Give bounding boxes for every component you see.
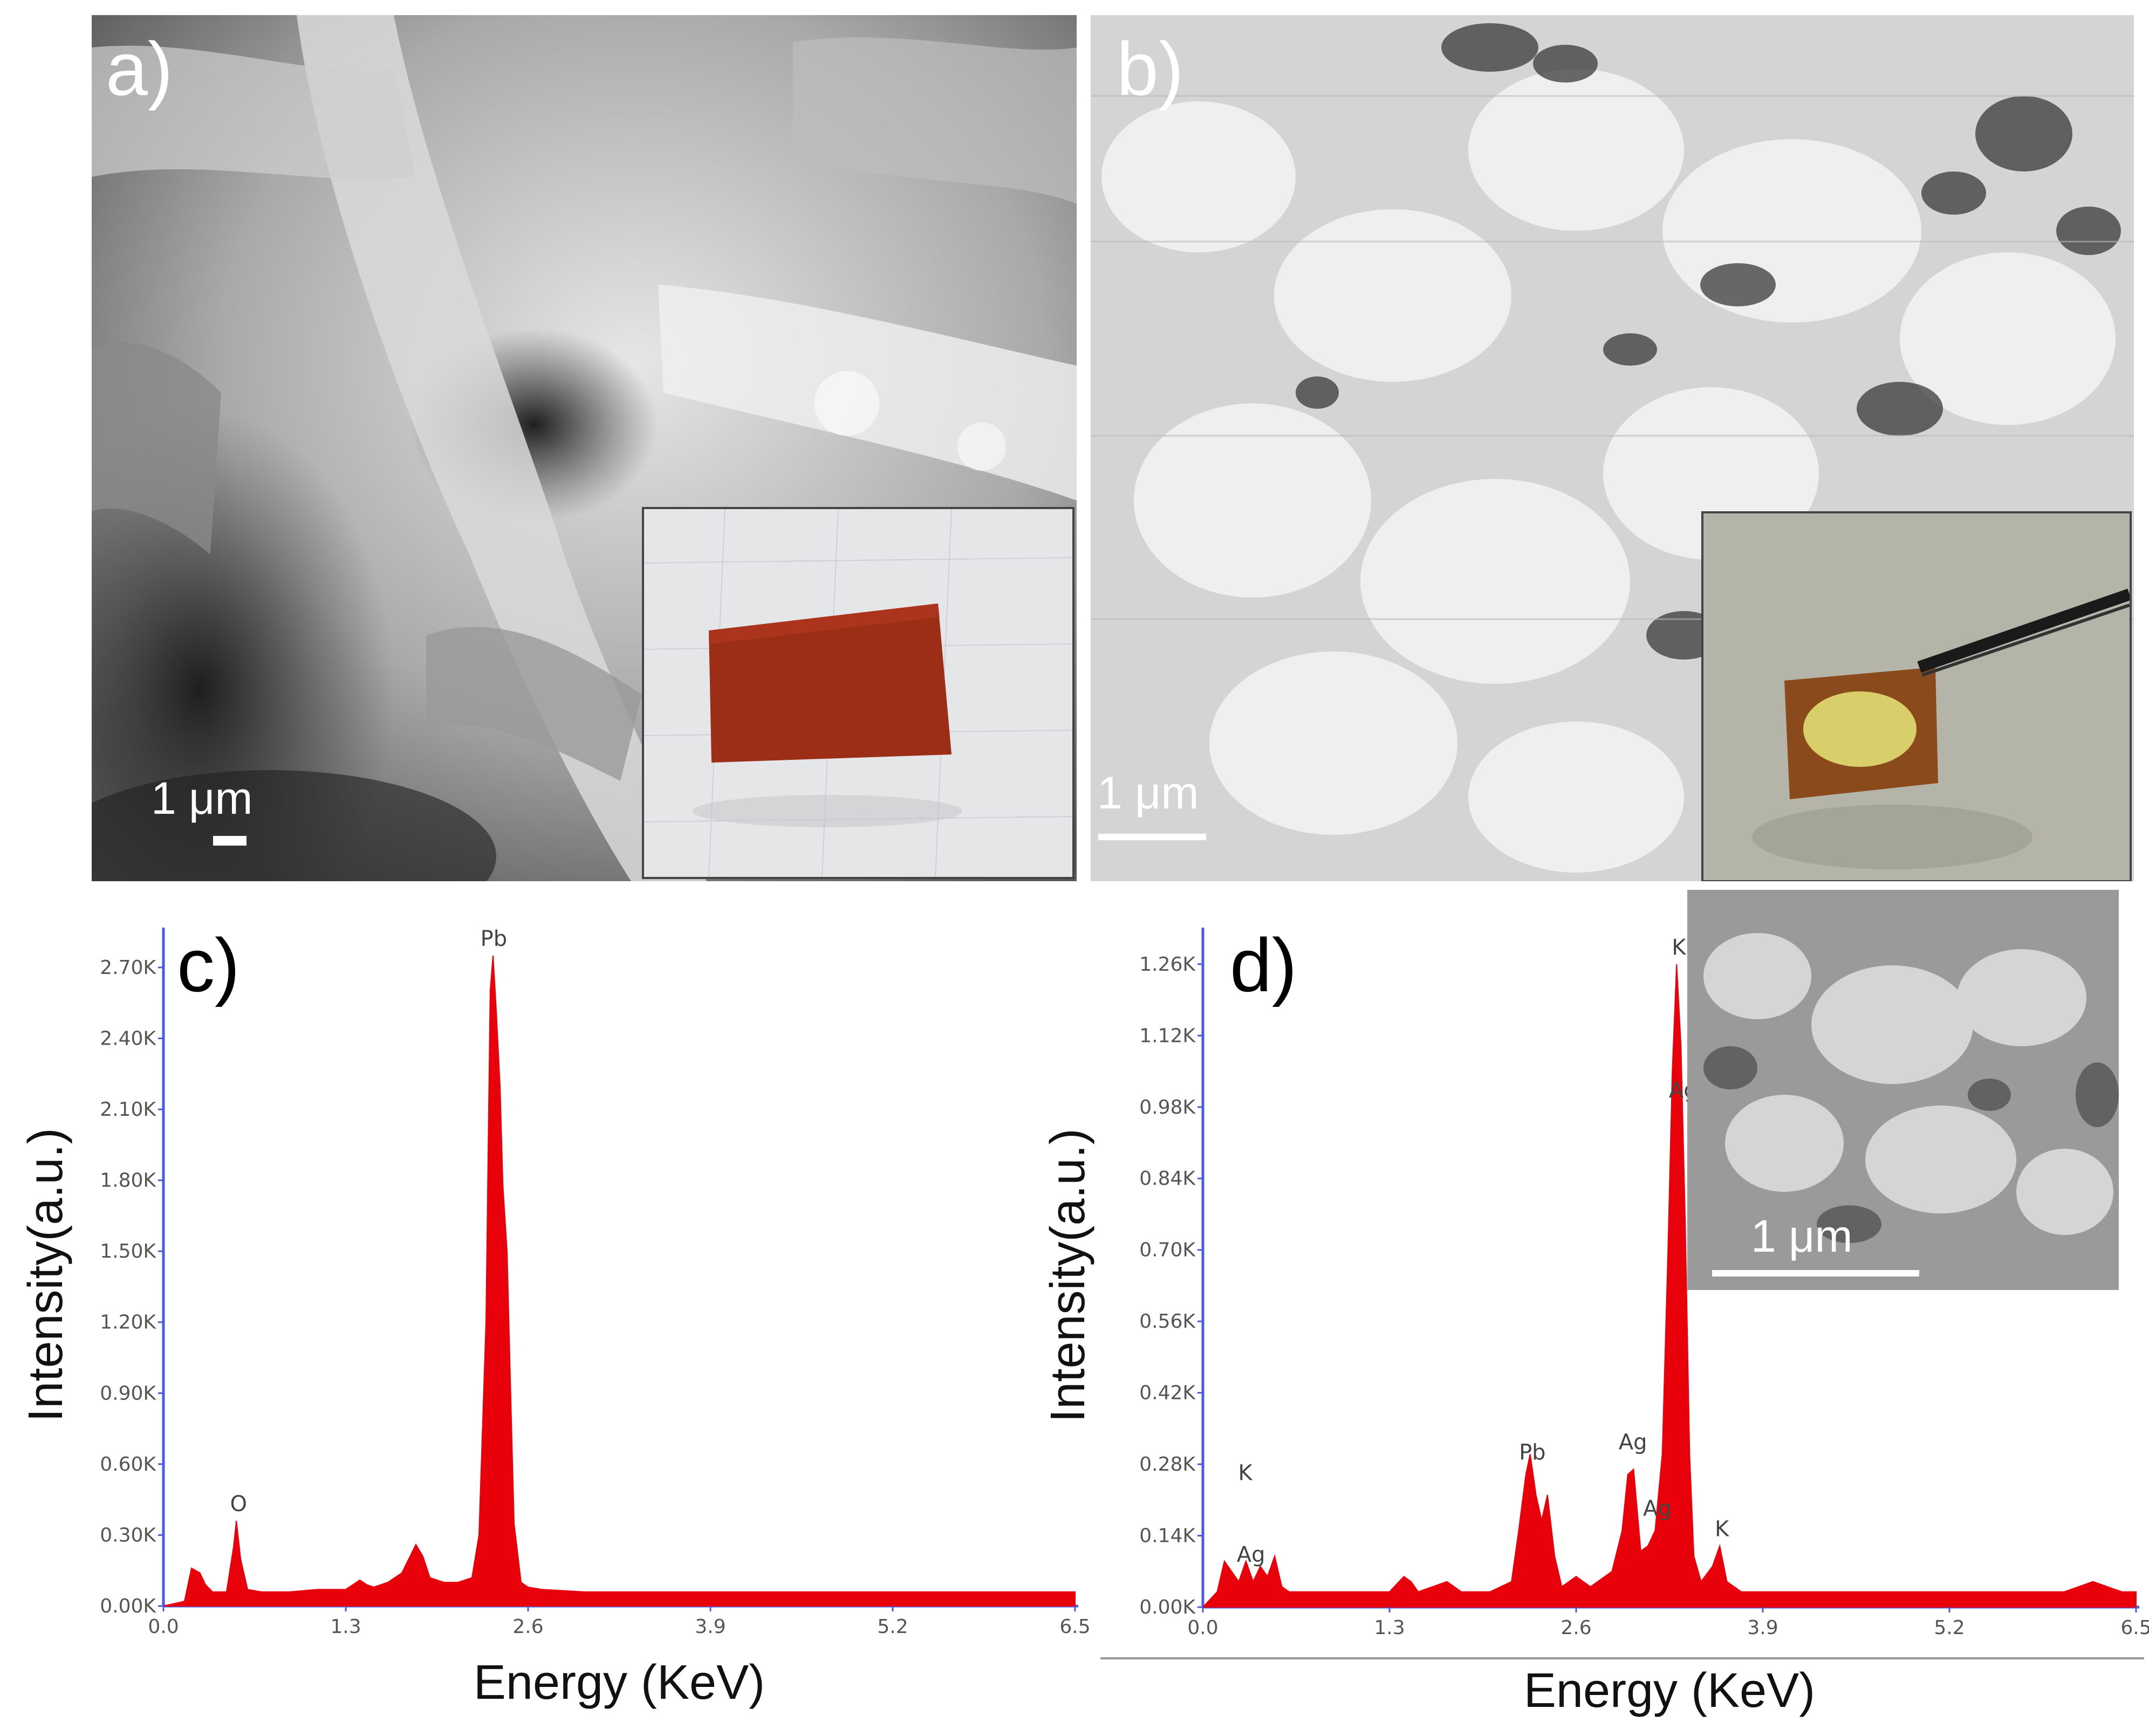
y-tick-label: 0.14K [1139,1525,1196,1547]
y-tick-label: 0.00K [1139,1596,1196,1618]
film-sample [709,603,952,763]
panel-b-scale-bar [1098,834,1206,840]
spectrum-area [163,955,1076,1607]
peak-label: Pb [1519,1440,1546,1465]
panel-a-scale-bar [213,836,247,846]
x-tick-label: 5.2 [1934,1617,1965,1639]
panel-b-scale-label: 1 μm [1097,767,1199,818]
y-tick-label: 0.70K [1139,1239,1196,1261]
peak-label: K [1238,1460,1253,1485]
y-tick-label: 1.26K [1139,953,1196,976]
x-tick-label: 6.5 [1059,1616,1090,1638]
panel-c-label: c) [177,923,240,1007]
y-tick-label: 0.98K [1139,1096,1196,1119]
peak-label: Ag [1619,1430,1647,1455]
y-tick-label: 2.70K [100,957,156,979]
x-tick-label: 0.0 [1187,1617,1218,1639]
x-tick-label: 6.5 [2120,1617,2149,1639]
y-tick-label: 2.40K [100,1027,156,1049]
sem-image-b [1091,15,2134,881]
y-tick-label: 0.42K [1139,1382,1196,1404]
x-tick-label: 1.3 [330,1616,361,1638]
peak-label: O [230,1492,247,1517]
panel-d-inset-sem: 1 μm [1687,890,2119,1290]
y-tick-label: 0.30K [100,1524,156,1546]
y-tick-label: 0.56K [1139,1310,1196,1333]
panel-a-inset-photo [642,507,1074,879]
x-tick-label: 5.2 [877,1616,908,1638]
y-tick-label: 0.90K [100,1382,156,1404]
x-tick-label: 3.9 [1747,1617,1778,1639]
x-tick-label: 0.0 [148,1616,179,1638]
panel-d-label: d) [1230,923,1297,1007]
spectrum-area [1201,964,2137,1608]
y-tick-label: 1.12K [1139,1025,1196,1047]
peak-label: K [1715,1517,1730,1541]
tweezers [1917,588,2130,673]
panel-b-label: b) [1117,26,1184,111]
x-axis-title: Energy (KeV) [1524,1664,1815,1718]
panel-d-inset-scale-label: 1 μm [1751,1211,1853,1261]
y-tick-label: 0.28K [1139,1453,1196,1476]
sem-image-a [92,15,1077,881]
panel-a: a) 1 μm [92,15,1077,881]
y-tick-label: 2.10K [100,1099,156,1121]
panel-a-label: a) [106,26,173,111]
x-tick-label: 1.3 [1374,1617,1405,1639]
panel-a-scale-label: 1 μm [151,773,253,824]
panel-d-inset-scale-bar [1712,1270,1919,1277]
x-tick-label: 2.6 [512,1616,543,1638]
y-tick-label: 0.00K [100,1595,156,1617]
x-tick-label: 2.6 [1561,1617,1591,1639]
peak-label: Ag [1643,1497,1672,1521]
chart-d: 0.00K 0.14K 0.28K 0.42K 0.56K 0.70K 0.84K 0.98K… [1041,884,2149,1736]
x-axis-title: Energy (KeV) [474,1656,765,1710]
panel-b-inset-photo [1701,511,2132,881]
y-tick-label: 0.60K [100,1453,156,1476]
peak-label: K [1672,935,1687,960]
y-tick-label: 1.50K [100,1240,156,1262]
y-tick-label: 1.80K [100,1170,156,1192]
chart-c: 0.00K 0.30K 0.60K 0.90K 1.20K 1.50K 1.80K 2.10K… [0,884,1091,1736]
y-tick-label: 1.20K [100,1312,156,1334]
y-axis-title: Intensity(a.u.) [19,1128,73,1422]
film-spot [1803,691,1917,767]
peak-label: Ag [1237,1542,1265,1567]
x-tick-label: 3.9 [695,1616,726,1638]
y-axis-title: Intensity(a.u.) [1041,1128,1095,1422]
y-tick-label: 0.84K [1139,1168,1196,1190]
peak-label: Pb [481,927,508,951]
panel-b: b) 1 μm [1091,15,2134,881]
